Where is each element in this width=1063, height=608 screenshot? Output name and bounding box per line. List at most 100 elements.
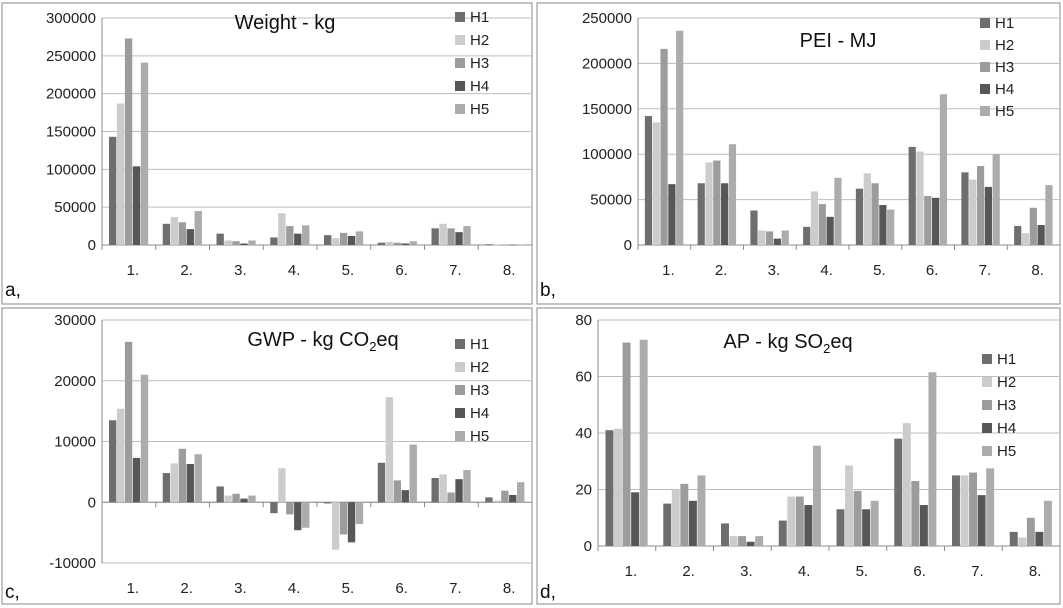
y-tick-label: 60 bbox=[575, 369, 592, 386]
bar-H1-2 bbox=[162, 223, 171, 245]
x-tick-label: 5. bbox=[342, 262, 355, 279]
bar-H3-7 bbox=[447, 492, 455, 503]
legend-swatch-H1 bbox=[455, 12, 465, 22]
bar-H1-4 bbox=[270, 237, 278, 245]
legend-label-H1: H1 bbox=[470, 9, 489, 26]
bar-H2-8 bbox=[493, 244, 501, 246]
bar-H3-8 bbox=[501, 244, 509, 246]
bar-H5-3 bbox=[248, 495, 256, 503]
bar-H2-5 bbox=[845, 465, 853, 546]
bar-H1-7 bbox=[431, 228, 439, 245]
bar-H4-5 bbox=[347, 235, 356, 245]
bar-H1-4 bbox=[270, 502, 278, 514]
legend: H1 H2 H3 H4 H5 bbox=[980, 15, 1014, 120]
y-tick-label: 50000 bbox=[54, 199, 96, 216]
bar-H1-1 bbox=[108, 420, 117, 503]
bar-H3-6 bbox=[924, 195, 932, 245]
x-tick-label: 2. bbox=[682, 563, 695, 580]
bar-H5-1 bbox=[140, 374, 149, 503]
x-tick-label: 3. bbox=[768, 262, 781, 279]
bar-H1-7 bbox=[961, 172, 969, 245]
legend-swatch-H1 bbox=[982, 354, 992, 364]
bar-H4-3 bbox=[746, 541, 755, 546]
panel-frame bbox=[536, 2, 1061, 305]
bar-H4-3 bbox=[773, 238, 781, 245]
bar-H5-4 bbox=[834, 177, 842, 245]
bar-H2-4 bbox=[278, 213, 286, 245]
y-tick-label: 10000 bbox=[54, 434, 96, 451]
chart-title: PEI - MJ bbox=[800, 30, 877, 52]
bar-H1-5 bbox=[323, 235, 332, 245]
bar-H4-3 bbox=[240, 498, 248, 503]
bar-H5-1 bbox=[140, 62, 149, 245]
bar-H5-7 bbox=[992, 154, 1000, 245]
x-tick-label: 7. bbox=[979, 262, 992, 279]
bar-H1-6 bbox=[908, 146, 916, 245]
bar-H1-1 bbox=[108, 136, 117, 245]
bar-H2-5 bbox=[331, 238, 340, 245]
chart-panel-2: 0 50000 100000 150000 200000 250000 1. 2. 3. 4. 5.… bbox=[536, 2, 1061, 305]
bar-H5-7 bbox=[986, 468, 995, 546]
x-tick-label: 6. bbox=[395, 262, 408, 279]
bar-H5-7 bbox=[463, 470, 471, 503]
x-tick-label: 8. bbox=[503, 262, 516, 279]
legend-swatch-H4 bbox=[455, 81, 465, 91]
bar-H5-2 bbox=[194, 210, 202, 245]
bar-H1-8 bbox=[485, 244, 493, 245]
bar-H4-5 bbox=[862, 509, 871, 546]
legend-label-H4: H4 bbox=[470, 78, 489, 95]
bar-H4-7 bbox=[455, 232, 463, 245]
bar-H4-6 bbox=[932, 197, 940, 245]
legend-label-H3: H3 bbox=[997, 397, 1016, 414]
legend-label-H1: H1 bbox=[995, 15, 1014, 32]
bar-H2-8 bbox=[1021, 233, 1030, 245]
bar-H4-5 bbox=[879, 205, 887, 245]
bar-H2-2 bbox=[170, 217, 179, 245]
legend-swatch-H5 bbox=[455, 431, 465, 441]
x-tick-label: 3. bbox=[740, 563, 753, 580]
bar-H4-4 bbox=[804, 505, 813, 546]
y-tick-label: 20000 bbox=[54, 373, 96, 390]
x-tick-label: 3. bbox=[234, 580, 247, 597]
panel-label: d, bbox=[540, 582, 556, 603]
bar-H2-8 bbox=[493, 500, 501, 503]
bar-H4-4 bbox=[294, 502, 302, 531]
x-tick-label: 1. bbox=[127, 580, 140, 597]
bar-H2-2 bbox=[170, 463, 179, 503]
x-tick-label: 2. bbox=[180, 262, 193, 279]
bar-H3-8 bbox=[1029, 207, 1037, 245]
bar-H1-6 bbox=[377, 242, 386, 245]
bar-H4-2 bbox=[186, 229, 194, 245]
y-tick-label: 20 bbox=[575, 482, 592, 499]
bar-H3-1 bbox=[622, 342, 631, 546]
bar-H3-4 bbox=[818, 204, 826, 245]
bar-H4-1 bbox=[132, 457, 141, 503]
panel-label: c, bbox=[5, 582, 20, 603]
bar-H1-8 bbox=[1009, 531, 1018, 547]
x-tick-label: 6. bbox=[913, 563, 926, 580]
bar-H5-8 bbox=[517, 482, 525, 503]
bar-H1-7 bbox=[431, 477, 439, 503]
bar-H3-3 bbox=[738, 536, 747, 546]
legend-swatch-H1 bbox=[455, 339, 465, 349]
legend-swatch-H4 bbox=[455, 408, 465, 418]
bar-H1-7 bbox=[952, 475, 960, 547]
bar-H3-2 bbox=[178, 448, 187, 503]
legend-label-H1: H1 bbox=[470, 336, 489, 353]
x-tick-label: 2. bbox=[715, 262, 728, 279]
y-tick-label: 200000 bbox=[582, 55, 632, 72]
bar-H1-4 bbox=[803, 226, 811, 245]
legend: H1 H2 H3 H4 H5 bbox=[455, 9, 489, 118]
bar-H5-8 bbox=[517, 244, 525, 246]
x-tick-label: 8. bbox=[1029, 563, 1042, 580]
legend: H1 H2 H3 H4 H5 bbox=[982, 351, 1016, 460]
legend-label-H4: H4 bbox=[470, 405, 489, 422]
bar-H2-1 bbox=[116, 103, 125, 245]
y-tick-label: 150000 bbox=[46, 124, 96, 141]
x-tick-label: 6. bbox=[395, 580, 408, 597]
bar-H4-8 bbox=[1035, 531, 1044, 547]
bar-H1-3 bbox=[721, 523, 729, 546]
panel-frame bbox=[1, 307, 533, 605]
legend-swatch-H4 bbox=[982, 423, 992, 433]
bar-H5-5 bbox=[355, 502, 364, 525]
